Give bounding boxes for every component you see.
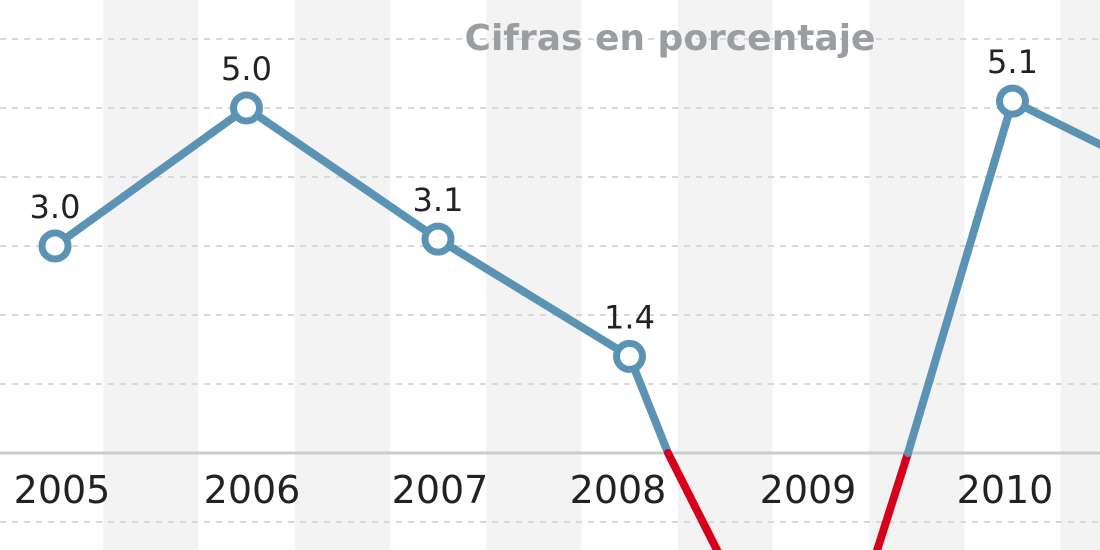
data-label: 1.4: [604, 298, 655, 336]
data-point: [421, 222, 455, 256]
line-segment-negative: [664, 449, 722, 550]
data-label: 5.1: [987, 43, 1038, 81]
data-label: 3.0: [30, 188, 81, 226]
year-band: [103, 0, 199, 550]
data-label: 3.1: [413, 181, 464, 219]
x-tick-label: 2005: [14, 468, 111, 512]
alternating-year-bands: [103, 0, 1100, 550]
line-segment: [1008, 97, 1100, 149]
line-segment: [625, 352, 672, 457]
line-segment: [434, 235, 634, 361]
series-lines: [51, 97, 1100, 550]
data-labels: 3.0 5.0 3.1 1.4 5.1: [30, 43, 1038, 336]
x-axis-tick-labels: 2005 2006 2007 2008 2009 2010: [14, 468, 1054, 512]
year-band: [294, 0, 390, 550]
line-segment: [51, 104, 251, 250]
data-point: [996, 84, 1029, 118]
x-tick-label: 2008: [570, 468, 667, 512]
data-point: [230, 91, 263, 125]
line-segment-negative: [872, 449, 912, 550]
x-tick-label: 2007: [392, 468, 489, 512]
data-point: [613, 339, 646, 373]
year-band: [1060, 0, 1100, 550]
data-point: [38, 229, 72, 263]
x-tick-label: 2006: [204, 468, 301, 512]
data-label: 5.0: [221, 50, 272, 88]
line-segment: [242, 104, 442, 244]
chart-subtitle: Cifras en porcentaje: [465, 18, 876, 59]
year-band: [869, 0, 965, 550]
series-points: [38, 84, 1029, 373]
x-tick-label: 2009: [760, 468, 857, 512]
line-segment: [904, 97, 1017, 457]
gridlines: [0, 38, 1100, 523]
year-band: [677, 0, 773, 550]
x-tick-label: 2010: [957, 468, 1054, 512]
